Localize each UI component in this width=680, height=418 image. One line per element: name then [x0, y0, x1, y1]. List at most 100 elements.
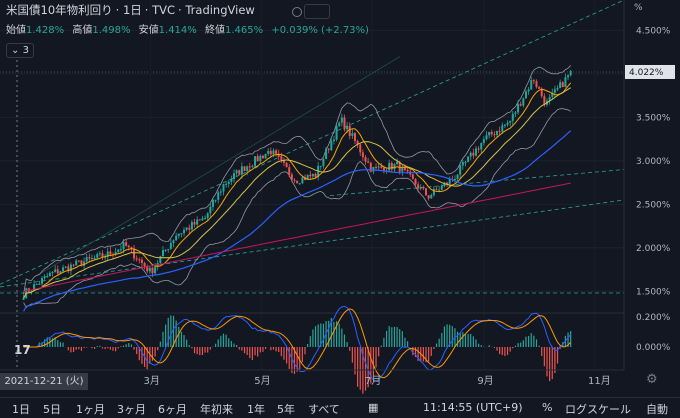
candle-body	[64, 266, 67, 268]
candle-body	[567, 75, 570, 78]
y-axis-unit: %	[634, 3, 643, 13]
candle-body	[540, 88, 543, 97]
candle-body	[230, 179, 233, 182]
candle-body	[509, 120, 512, 123]
candle-body	[135, 258, 138, 260]
candle-body	[369, 162, 372, 172]
candle-body	[151, 267, 154, 274]
candle-body	[422, 187, 425, 189]
candle-body	[159, 256, 162, 263]
candle-body	[46, 276, 49, 278]
y-tick-3: 3.000%	[636, 157, 671, 167]
candle-body	[377, 166, 380, 168]
candle-body	[296, 180, 299, 184]
range-1d-button[interactable]: 1日	[12, 403, 30, 416]
candle-body	[193, 222, 196, 225]
candle-body	[493, 134, 496, 136]
candle-body	[33, 284, 36, 291]
candle-body	[488, 131, 491, 136]
high-label: 高値	[72, 25, 93, 36]
chart-header: 米国債10年物利回り · 1日 · TVC · TradingView	[6, 3, 255, 17]
indicator-count: 3	[22, 45, 29, 56]
percent-scale-button[interactable]: %	[542, 401, 553, 414]
candle-body	[501, 125, 504, 132]
low-label: 安値	[138, 25, 159, 36]
visibility-toggle-icon[interactable]	[304, 4, 330, 19]
candle-body	[248, 166, 251, 168]
candle-body	[498, 130, 501, 132]
candle-body	[456, 174, 459, 180]
ma-long-line	[23, 130, 572, 312]
candle-body	[96, 254, 99, 258]
candle-body	[346, 125, 349, 130]
calendar-icon[interactable]: ▦	[368, 401, 379, 414]
platform-label: TradingView	[185, 3, 255, 17]
candle-body	[275, 150, 278, 154]
trend-line-upper	[0, 0, 625, 285]
indicator-toggle-button[interactable]: ⌄ 3	[6, 43, 34, 58]
candle-body	[154, 266, 157, 274]
ma-mid-line	[23, 87, 571, 299]
range-1y-button[interactable]: 1年	[247, 403, 265, 416]
candle-body	[380, 166, 383, 168]
channel-line	[39, 56, 401, 275]
tradingview-logo[interactable]: 17	[14, 343, 31, 357]
candle-body	[167, 249, 170, 251]
range-5d-button[interactable]: 5日	[43, 403, 61, 416]
ma-short-line	[23, 82, 572, 299]
candle-body	[364, 157, 367, 162]
candle-body	[161, 250, 164, 257]
candle-body	[477, 148, 480, 150]
candle-body	[130, 247, 133, 249]
gear-icon[interactable]: ⚙	[646, 372, 658, 387]
candle-body	[348, 125, 351, 136]
candle-body	[180, 233, 183, 235]
candle-body	[309, 174, 312, 177]
log-scale-button[interactable]: ログスケール	[565, 403, 631, 416]
candle-body	[90, 258, 93, 260]
y-tick-4: 2.500%	[636, 200, 671, 210]
symbol-title[interactable]: 米国債10年物利回り	[6, 3, 113, 17]
candle-body	[272, 150, 275, 155]
candle-body	[233, 173, 235, 180]
candle-body	[201, 218, 204, 220]
candle-body	[490, 131, 493, 135]
candle-body	[143, 262, 146, 267]
candle-body	[125, 242, 128, 246]
candle-body	[430, 195, 433, 199]
candle-body	[448, 179, 451, 185]
candle-body	[569, 70, 572, 76]
candle-body	[177, 233, 180, 236]
range-3m-button[interactable]: 3ヶ月	[117, 403, 146, 416]
candle-body	[290, 174, 293, 180]
candle-body	[522, 98, 525, 106]
candle-body	[382, 167, 385, 172]
range-1m-button[interactable]: 1ヶ月	[76, 403, 105, 416]
candle-body	[417, 184, 420, 189]
candle-body	[240, 166, 243, 175]
candle-body	[319, 165, 322, 167]
candle-body	[222, 184, 225, 192]
candle-body	[117, 249, 120, 252]
range-6m-button[interactable]: 6ヶ月	[158, 403, 187, 416]
clock-time[interactable]: 11:14:55 (UTC+9)	[423, 401, 523, 414]
candle-body	[280, 156, 283, 160]
range-ytd-button[interactable]: 年初来	[200, 403, 233, 416]
candle-body	[243, 166, 246, 172]
candle-body	[556, 88, 559, 90]
price-axis[interactable]: %4.500%4.000%3.500%3.000%2.500%2.000%1.5…	[623, 0, 680, 370]
range-all-button[interactable]: すべて	[308, 403, 340, 416]
candle-body	[259, 155, 262, 162]
interval-label[interactable]: 1日	[122, 3, 142, 17]
x-tick-2: 7月	[365, 375, 381, 387]
time-axis[interactable]: 3月 5月 7月 9月 11月	[0, 369, 624, 387]
y-tick-0: 4.500%	[636, 26, 671, 36]
candle-body	[359, 144, 362, 153]
candle-body	[527, 89, 530, 92]
range-5y-button[interactable]: 5年	[277, 403, 295, 416]
candle-body	[235, 170, 238, 174]
macd-tick-1: 0.000%	[636, 343, 671, 353]
candle-body	[298, 183, 301, 185]
auto-scale-button[interactable]: 自動	[646, 403, 668, 416]
